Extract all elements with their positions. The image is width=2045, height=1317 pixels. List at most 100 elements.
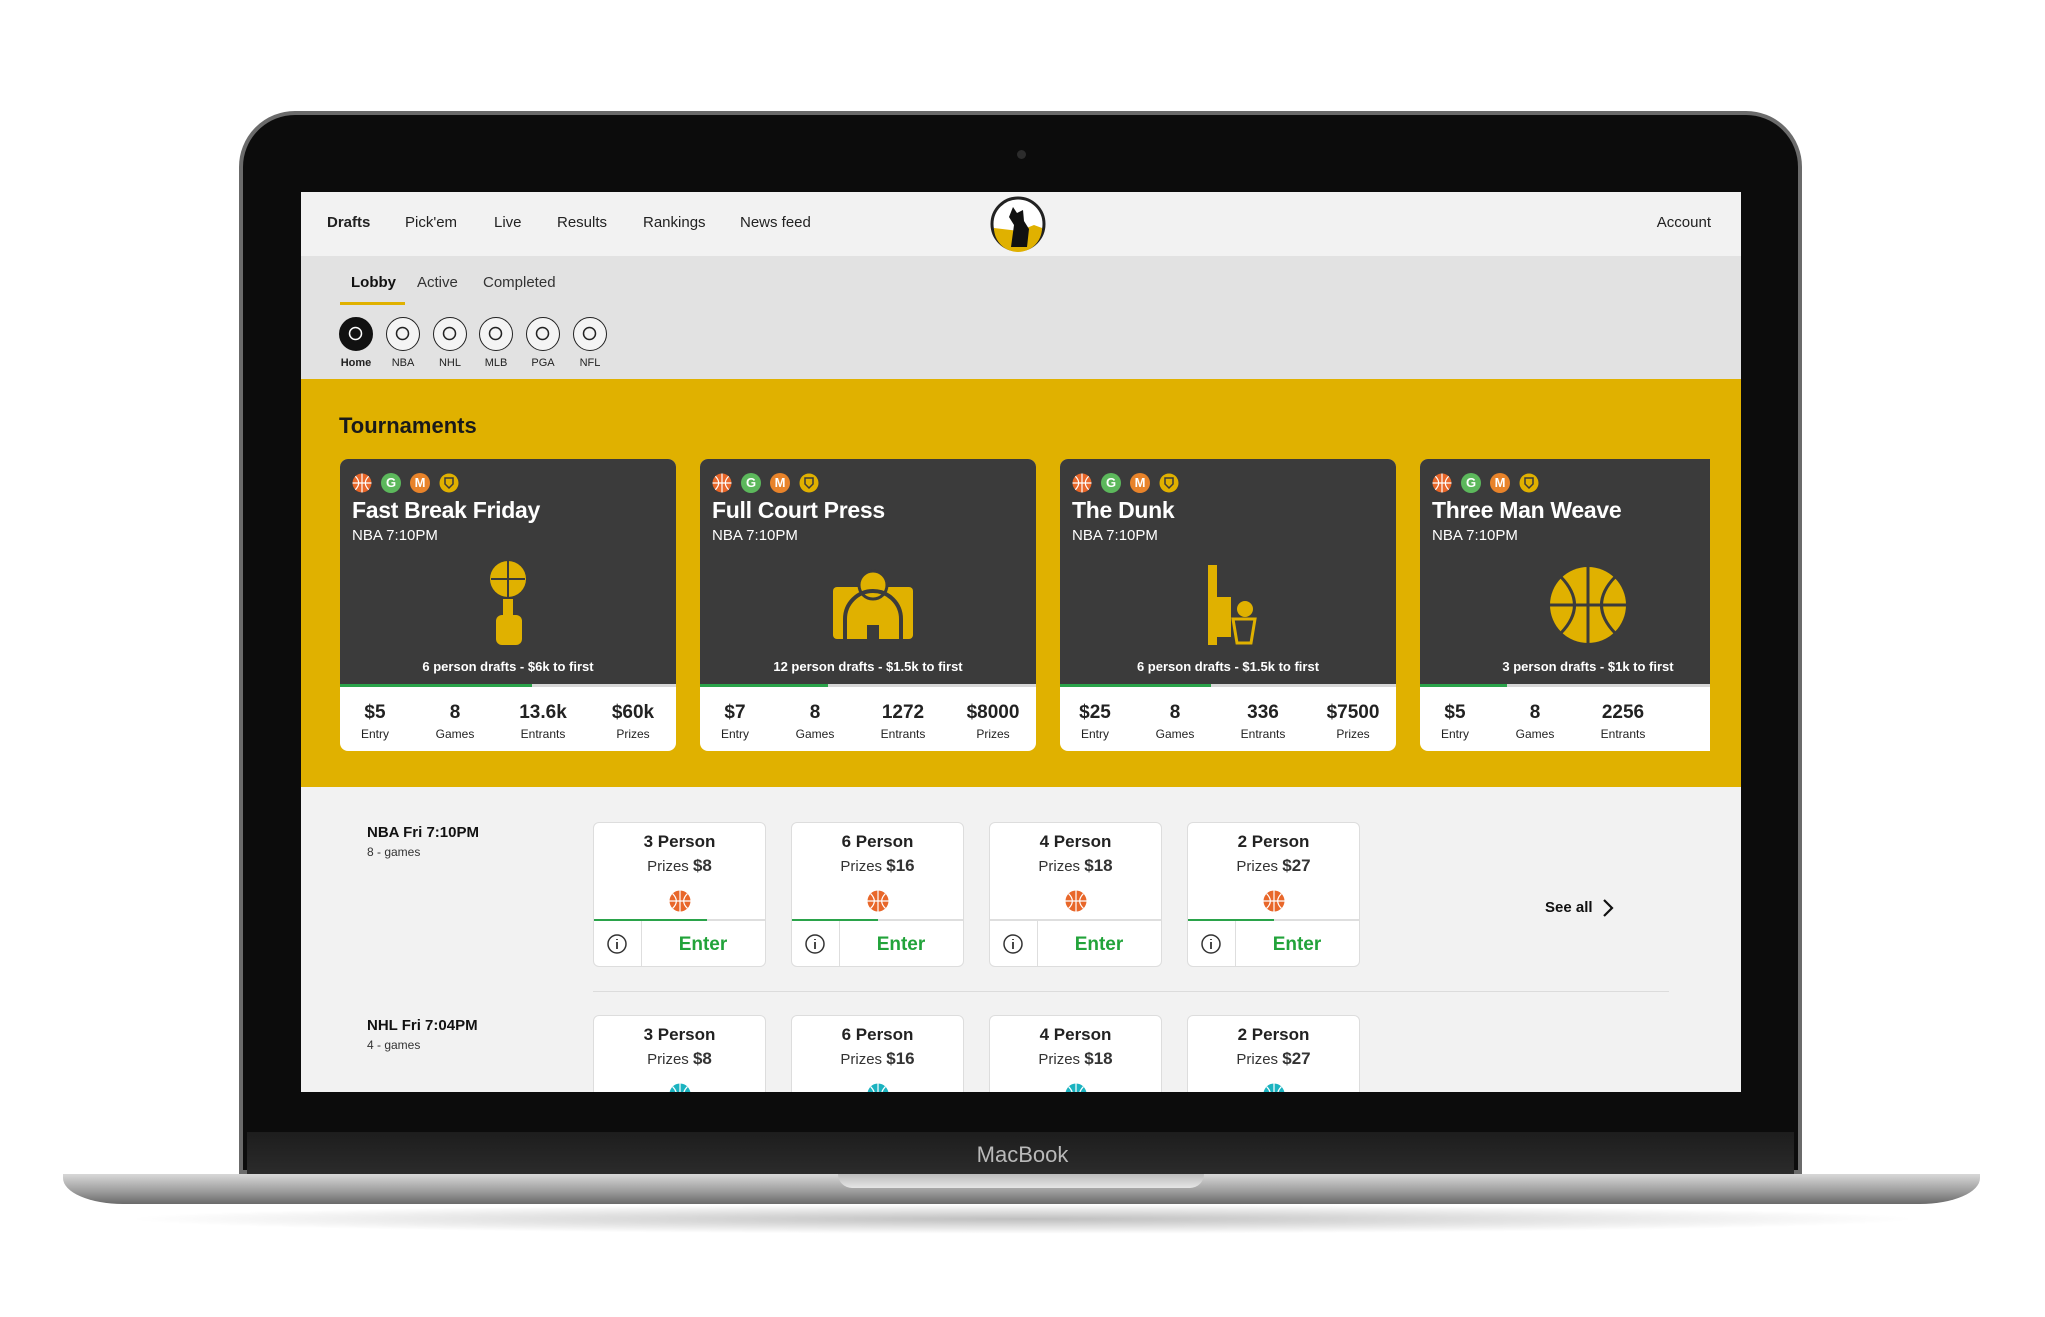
stat-label: Prizes (616, 727, 650, 741)
draft-prizes: Prizes $18 (990, 856, 1161, 876)
info-icon (1200, 933, 1222, 960)
enter-button[interactable]: Enter (1074, 934, 1124, 955)
card-footer: 12 person drafts - $1.5k to first (773, 659, 963, 674)
draft-title: 4 Person (1039, 832, 1112, 851)
progress-fill (1060, 684, 1212, 687)
games-count: 4 - games (367, 1038, 421, 1052)
card-subtitle: NBA 7:10PM (1432, 527, 1518, 544)
sport-filter[interactable] (479, 317, 513, 351)
account-link[interactable]: Account (1656, 214, 1711, 231)
tournament-card[interactable]: G M Fast Break Friday NBA 7:10PM 6 person dr… (340, 459, 676, 751)
league-label: NHL Fri 7:04PM (367, 1017, 478, 1034)
sport-icon (535, 326, 550, 341)
sport-filter[interactable] (573, 317, 607, 351)
nav-item[interactable]: Drafts (327, 214, 371, 231)
info-icon-svg (805, 934, 825, 954)
draft-prizes: Prizes $27 (1188, 856, 1359, 876)
card-title: The Dunk (1072, 497, 1175, 523)
sport-badge-svg (1065, 1083, 1087, 1092)
sport-icon (348, 326, 363, 341)
badge: M (1490, 473, 1510, 493)
tournament-card[interactable]: G M Full Court Press NBA 7:10PM 12 person dr… (700, 459, 1036, 751)
stat-value: $25 (1079, 702, 1111, 723)
info-icon-svg (1003, 934, 1023, 954)
card-illustration (463, 557, 553, 652)
see-all-link[interactable]: See all (1545, 899, 1593, 916)
divider (641, 921, 642, 966)
card-title: Full Court Press (712, 497, 885, 523)
sport-label: NFL (579, 357, 601, 369)
nav-item[interactable]: News feed (740, 214, 811, 231)
info-icon (1002, 933, 1024, 960)
progress-fill (594, 919, 707, 921)
prizes-label: Prizes (647, 1051, 689, 1068)
sport-badge (1263, 1083, 1285, 1092)
card-footer: 6 person drafts - $1.5k to first (1136, 659, 1320, 674)
stat-value: 8 (1529, 702, 1541, 723)
stat-label: Games (1155, 727, 1195, 741)
card-header: G M Three Man Weave NBA 7:10PM 3 person draf… (1420, 459, 1710, 684)
progress-track (1188, 919, 1359, 921)
progress-fill (1420, 684, 1508, 687)
nav-item[interactable]: Pick'em (405, 214, 458, 231)
nav-item[interactable]: Rankings (643, 214, 706, 231)
sport-filter[interactable] (433, 317, 467, 351)
stat-label: Entrants (1600, 727, 1646, 741)
draft-title: 6 Person (841, 832, 914, 851)
badge-sport (352, 473, 372, 498)
stat-value: 13.6k (519, 702, 567, 723)
badge: M (410, 473, 430, 493)
sport-filter[interactable] (339, 317, 373, 351)
prizes-label: Prizes (1236, 858, 1279, 875)
stat-label: Entrants (520, 727, 566, 741)
badge-sport-svg (1072, 473, 1092, 493)
divider (839, 921, 840, 966)
shadow (120, 1204, 1925, 1234)
tab[interactable]: Active (417, 274, 458, 291)
laptop-notch (838, 1174, 1204, 1188)
sport-label: NBA (391, 357, 415, 369)
card-footer: 3 person drafts - $1k to first (1502, 659, 1674, 674)
sport-icon (582, 326, 597, 341)
draft-prizes: Prizes $16 (792, 856, 963, 876)
tab[interactable]: Completed (483, 274, 556, 291)
stat-label: Entrants (880, 727, 926, 741)
card-illustration-svg (833, 569, 913, 639)
badge-shield (439, 473, 459, 498)
badge-sport-svg (352, 473, 372, 493)
tournament-card[interactable]: G M The Dunk NBA 7:10PM 6 person drafts - $1… (1060, 459, 1396, 751)
prizes-label: Prizes (1038, 858, 1081, 875)
badge: G (1101, 473, 1121, 493)
stat-label: Entry (720, 727, 749, 741)
stat-label: Games (1515, 727, 1555, 741)
draft-title: 3 Person (643, 1025, 716, 1044)
draft-title: 4 Person (1039, 1025, 1112, 1044)
badge-sport (1072, 473, 1092, 498)
stat-value: 2256 (1601, 702, 1645, 723)
enter-button[interactable]: Enter (1272, 934, 1322, 955)
draft-title: 6 Person (841, 1025, 914, 1044)
nav-item[interactable]: Live (494, 214, 522, 231)
section-title: Tournaments (339, 413, 477, 438)
prizes-label: Prizes (1038, 1051, 1081, 1068)
draft-title: 2 Person (1237, 1025, 1310, 1044)
card-header: G M The Dunk NBA 7:10PM 6 person drafts - $1… (1060, 459, 1396, 684)
enter-button[interactable]: Enter (876, 934, 926, 955)
progress-fill (792, 919, 878, 921)
sub-nav: Lobby Active Completed Home NBA NHL MLB PGA NFL (301, 256, 1741, 379)
draft-card: 3 Person Prizes $8 Enter (593, 822, 766, 967)
logo[interactable] (989, 195, 1047, 253)
enter-button[interactable]: Enter (678, 934, 728, 955)
card-title: Fast Break Friday (352, 497, 540, 523)
screen: Drafts Pick'em Live Results Rankings News fee… (301, 192, 1741, 1092)
stat-value: 1272 (881, 702, 925, 723)
sport-filter[interactable] (526, 317, 560, 351)
tournament-card[interactable]: G M Three Man Weave NBA 7:10PM 3 person draf… (1420, 459, 1710, 751)
sport-label: NHL (438, 357, 461, 369)
tab[interactable]: Lobby (351, 274, 396, 291)
nav-item[interactable]: Results (557, 214, 608, 231)
sport-filter[interactable] (386, 317, 420, 351)
laptop-chin (247, 1132, 1794, 1174)
badge-shield-svg (1159, 473, 1179, 493)
